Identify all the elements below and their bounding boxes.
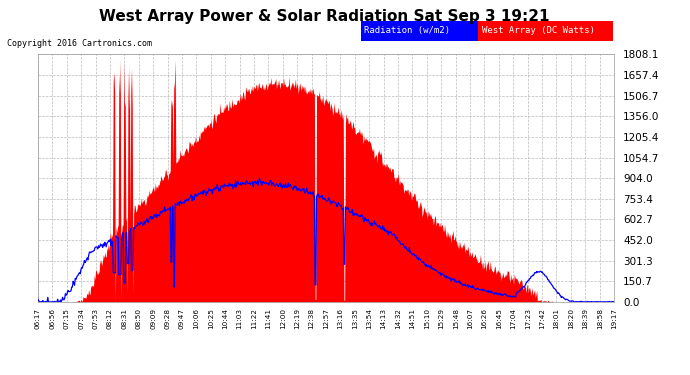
Text: West Array Power & Solar Radiation Sat Sep 3 19:21: West Array Power & Solar Radiation Sat S…: [99, 9, 549, 24]
Text: Radiation (w/m2): Radiation (w/m2): [364, 26, 451, 36]
Text: Copyright 2016 Cartronics.com: Copyright 2016 Cartronics.com: [7, 39, 152, 48]
Text: West Array (DC Watts): West Array (DC Watts): [482, 26, 595, 36]
